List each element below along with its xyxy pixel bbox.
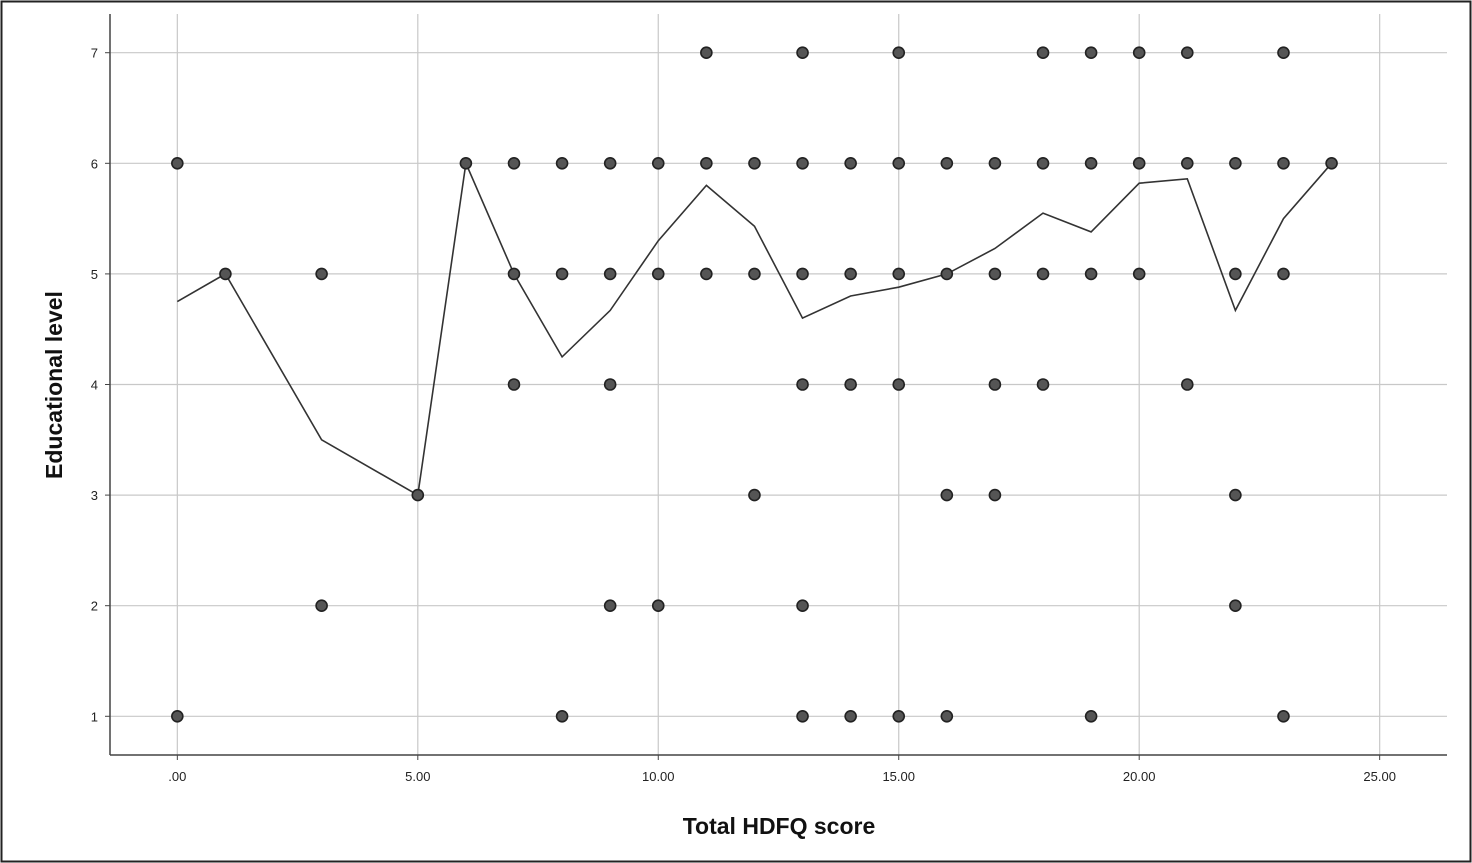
data-point xyxy=(1180,378,1194,391)
data-point xyxy=(459,157,473,170)
data-point xyxy=(796,157,809,170)
data-point xyxy=(940,488,954,502)
data-point xyxy=(1084,157,1098,170)
tick-labels: .00 5.00 10.00 15.00 20.00 25.00 1 2 3 4 5 6 7 xyxy=(91,46,1396,784)
data-point xyxy=(603,599,617,612)
data-point xyxy=(555,157,569,170)
data-point xyxy=(1229,157,1242,170)
data-point xyxy=(796,46,809,60)
data-point xyxy=(171,709,184,723)
data-point xyxy=(700,267,713,281)
data-point xyxy=(700,46,713,60)
data-point xyxy=(844,709,857,723)
data-point xyxy=(988,267,1002,281)
data-point xyxy=(555,709,569,723)
data-point xyxy=(651,267,665,281)
data-point xyxy=(1229,488,1242,502)
data-point xyxy=(1277,709,1290,723)
data-point xyxy=(892,157,906,170)
data-point xyxy=(603,378,617,391)
y-tick-label: 3 xyxy=(91,488,98,503)
data-point xyxy=(603,267,617,281)
data-point xyxy=(1180,46,1194,60)
data-point xyxy=(940,267,954,281)
data-point xyxy=(171,157,184,170)
data-point xyxy=(892,267,906,281)
y-tick-label: 2 xyxy=(91,599,98,614)
data-point xyxy=(1180,157,1194,170)
data-point xyxy=(892,378,906,391)
x-tick-label: 15.00 xyxy=(882,769,915,784)
data-point xyxy=(315,267,328,281)
data-point xyxy=(1277,157,1290,170)
data-point xyxy=(748,488,761,502)
data-point xyxy=(796,709,809,723)
data-point xyxy=(1132,267,1146,281)
points-layer xyxy=(171,46,1338,723)
data-point xyxy=(1229,267,1242,281)
data-point xyxy=(796,599,809,612)
data-point xyxy=(940,157,954,170)
data-point xyxy=(1132,46,1146,60)
data-point xyxy=(700,157,713,170)
data-point xyxy=(1084,46,1098,60)
data-point xyxy=(315,599,328,612)
data-point xyxy=(1036,157,1050,170)
y-tick-label: 6 xyxy=(91,156,98,171)
data-point xyxy=(1132,157,1146,170)
data-point xyxy=(892,709,906,723)
y-axis-title: Educational level xyxy=(41,291,67,479)
data-point xyxy=(219,267,232,281)
data-point xyxy=(796,267,809,281)
data-point xyxy=(507,378,521,391)
mean-line xyxy=(176,160,1333,497)
data-point xyxy=(1036,267,1050,281)
data-point xyxy=(748,157,761,170)
x-tick-label: .00 xyxy=(168,769,186,784)
y-tick-label: 4 xyxy=(91,378,98,393)
data-point xyxy=(1277,46,1290,60)
data-point xyxy=(651,157,665,170)
data-point xyxy=(555,267,569,281)
grid-lines xyxy=(110,14,1447,755)
data-point xyxy=(796,378,809,391)
data-point xyxy=(1036,46,1050,60)
data-point xyxy=(507,157,521,170)
axes xyxy=(105,14,1447,760)
y-tick-label: 7 xyxy=(91,46,98,61)
data-point xyxy=(1277,267,1290,281)
data-point xyxy=(940,709,954,723)
data-point xyxy=(988,157,1002,170)
x-tick-label: 10.00 xyxy=(642,769,675,784)
y-tick-label: 5 xyxy=(91,267,98,282)
data-point xyxy=(1325,157,1338,170)
data-point xyxy=(411,488,425,502)
data-point xyxy=(1084,267,1098,281)
data-point xyxy=(1084,709,1098,723)
y-tick-label: 1 xyxy=(91,709,98,724)
data-point xyxy=(844,157,857,170)
data-point xyxy=(651,599,665,612)
data-point xyxy=(988,488,1002,502)
data-point xyxy=(844,267,857,281)
data-point xyxy=(748,267,761,281)
x-tick-label: 20.00 xyxy=(1123,769,1156,784)
x-tick-label: 25.00 xyxy=(1363,769,1396,784)
data-point xyxy=(892,46,906,60)
data-point xyxy=(844,378,857,391)
data-point xyxy=(988,378,1002,391)
mean-line-layer xyxy=(176,160,1333,497)
data-point xyxy=(603,157,617,170)
data-point xyxy=(1036,378,1050,391)
data-point xyxy=(507,267,521,281)
x-axis-title: Total HDFQ score xyxy=(683,813,876,839)
data-point xyxy=(1229,599,1242,612)
x-tick-label: 5.00 xyxy=(405,769,430,784)
